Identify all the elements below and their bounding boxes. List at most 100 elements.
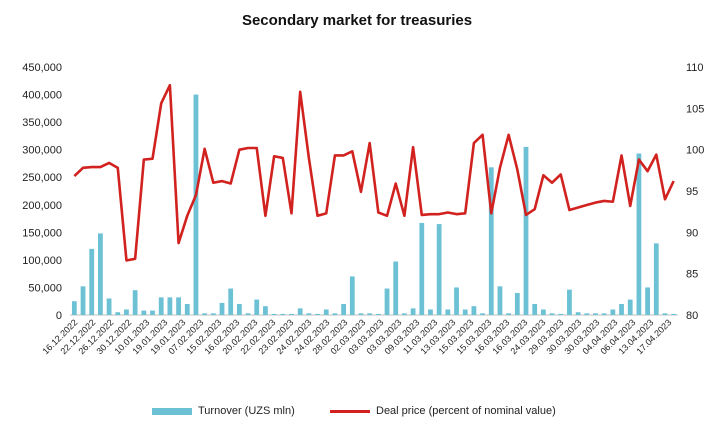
x-axis-ticks: 16.12.202222.12.202226.12.202230.12.2022… bbox=[40, 317, 673, 356]
turnover-bar bbox=[150, 310, 155, 315]
chart-title: Secondary market for treasuries bbox=[241, 12, 473, 29]
right-axis-tick-label: 90 bbox=[686, 227, 698, 239]
turnover-bar bbox=[289, 313, 294, 315]
turnover-bar bbox=[384, 288, 390, 315]
turnover-bar bbox=[349, 276, 355, 315]
turnover-bar bbox=[619, 303, 624, 315]
left-axis-ticks: 0 50,000 100,000 150,000 200,000 250,000 300,0… bbox=[22, 62, 62, 322]
turnover-bar bbox=[549, 313, 555, 315]
turnover-bar bbox=[228, 288, 234, 315]
left-axis-tick-label: 100,000 bbox=[22, 255, 62, 267]
turnover-bar bbox=[436, 224, 442, 315]
left-axis-tick-label: 50,000 bbox=[28, 282, 62, 294]
left-axis-tick-label: 350,000 bbox=[22, 117, 62, 129]
turnover-bar bbox=[636, 153, 642, 315]
legend-swatch-turnover bbox=[152, 407, 192, 415]
turnover-bar bbox=[419, 222, 425, 315]
turnover-bar bbox=[115, 312, 121, 315]
turnover-bar bbox=[662, 313, 668, 315]
turnover-bar bbox=[89, 248, 95, 315]
turnover-bars bbox=[71, 94, 677, 315]
turnover-bar bbox=[671, 313, 677, 315]
turnover-bar bbox=[106, 298, 112, 315]
turnover-bar bbox=[567, 289, 572, 315]
turnover-bar bbox=[601, 313, 607, 315]
turnover-bar bbox=[462, 309, 468, 315]
turnover-bar bbox=[132, 290, 138, 315]
turnover-bar bbox=[124, 309, 129, 315]
turnover-bar bbox=[202, 313, 208, 315]
turnover-bar bbox=[488, 167, 494, 315]
turnover-bar bbox=[245, 313, 251, 315]
turnover-bar bbox=[184, 303, 190, 315]
turnover-bar bbox=[176, 297, 181, 315]
turnover-bar bbox=[158, 297, 164, 315]
right-axis-tick-label: 105 bbox=[686, 103, 704, 115]
turnover-bar bbox=[271, 313, 277, 315]
left-axis-tick-label: 200,000 bbox=[22, 200, 62, 212]
left-axis-tick-label: 300,000 bbox=[22, 145, 62, 157]
turnover-bar bbox=[454, 287, 459, 315]
turnover-bar bbox=[627, 299, 633, 315]
legend-item-turnover: Turnover (UZS mln) bbox=[152, 405, 295, 417]
turnover-bar bbox=[323, 309, 329, 315]
turnover-bar bbox=[236, 303, 242, 315]
right-axis-tick-label: 100 bbox=[686, 145, 704, 157]
turnover-bar bbox=[575, 312, 581, 315]
turnover-bar bbox=[358, 313, 364, 315]
turnover-bar bbox=[141, 310, 147, 315]
turnover-bar bbox=[645, 287, 650, 315]
turnover-bar bbox=[653, 243, 659, 315]
turnover-bar bbox=[402, 313, 407, 315]
turnover-bar bbox=[610, 309, 616, 315]
turnover-bar bbox=[219, 302, 225, 315]
turnover-bar bbox=[428, 309, 433, 315]
turnover-bar bbox=[332, 313, 338, 315]
turnover-bar bbox=[263, 306, 268, 315]
turnover-bar bbox=[167, 297, 173, 315]
turnover-bar bbox=[410, 308, 416, 315]
legend: Turnover (UZS mln) Deal price (percent o… bbox=[0, 405, 714, 423]
turnover-bar bbox=[367, 313, 373, 315]
legend-swatch-deal-price bbox=[330, 409, 370, 413]
turnover-bar bbox=[71, 301, 77, 315]
turnover-bar bbox=[375, 313, 381, 315]
turnover-bar bbox=[480, 313, 485, 315]
turnover-bar bbox=[593, 313, 598, 315]
turnover-bar bbox=[445, 309, 451, 315]
turnover-bar bbox=[254, 299, 260, 315]
turnover-bar bbox=[210, 313, 216, 315]
turnover-bar bbox=[506, 313, 512, 315]
legend-label-deal-price: Deal price (percent of nominal value) bbox=[376, 405, 556, 417]
turnover-bar bbox=[584, 313, 590, 315]
turnover-bar bbox=[98, 233, 103, 315]
legend-item-deal-price: Deal price (percent of nominal value) bbox=[330, 405, 556, 417]
turnover-bar bbox=[523, 146, 529, 315]
turnover-bar bbox=[558, 313, 564, 315]
left-axis-tick-label: 250,000 bbox=[22, 172, 62, 184]
turnover-bar bbox=[514, 292, 520, 315]
right-axis-tick-label: 80 bbox=[686, 310, 698, 322]
turnover-bar bbox=[497, 286, 503, 315]
turnover-bar bbox=[280, 313, 286, 315]
turnover-bar bbox=[540, 309, 546, 315]
turnover-bar bbox=[471, 306, 477, 315]
left-axis-tick-label: 0 bbox=[56, 310, 62, 322]
right-axis-tick-label: 95 bbox=[686, 186, 698, 198]
legend-label-turnover: Turnover (UZS mln) bbox=[198, 405, 295, 417]
right-axis-tick-label: 110 bbox=[686, 62, 704, 74]
left-axis-tick-label: 150,000 bbox=[22, 227, 62, 239]
deal-price-line bbox=[73, 83, 675, 262]
turnover-bar bbox=[80, 286, 86, 315]
turnover-bar bbox=[193, 94, 199, 315]
turnover-bar bbox=[341, 303, 346, 315]
turnover-bar bbox=[306, 313, 312, 315]
right-axis-ticks: 80 85 90 95 100 105 110 bbox=[686, 62, 704, 322]
left-axis-tick-label: 400,000 bbox=[22, 90, 62, 102]
right-axis-tick-label: 85 bbox=[686, 269, 698, 281]
turnover-bar bbox=[297, 308, 303, 315]
left-axis-tick-label: 450,000 bbox=[22, 62, 62, 74]
turnover-bar bbox=[532, 303, 538, 315]
turnover-bar bbox=[315, 313, 320, 315]
